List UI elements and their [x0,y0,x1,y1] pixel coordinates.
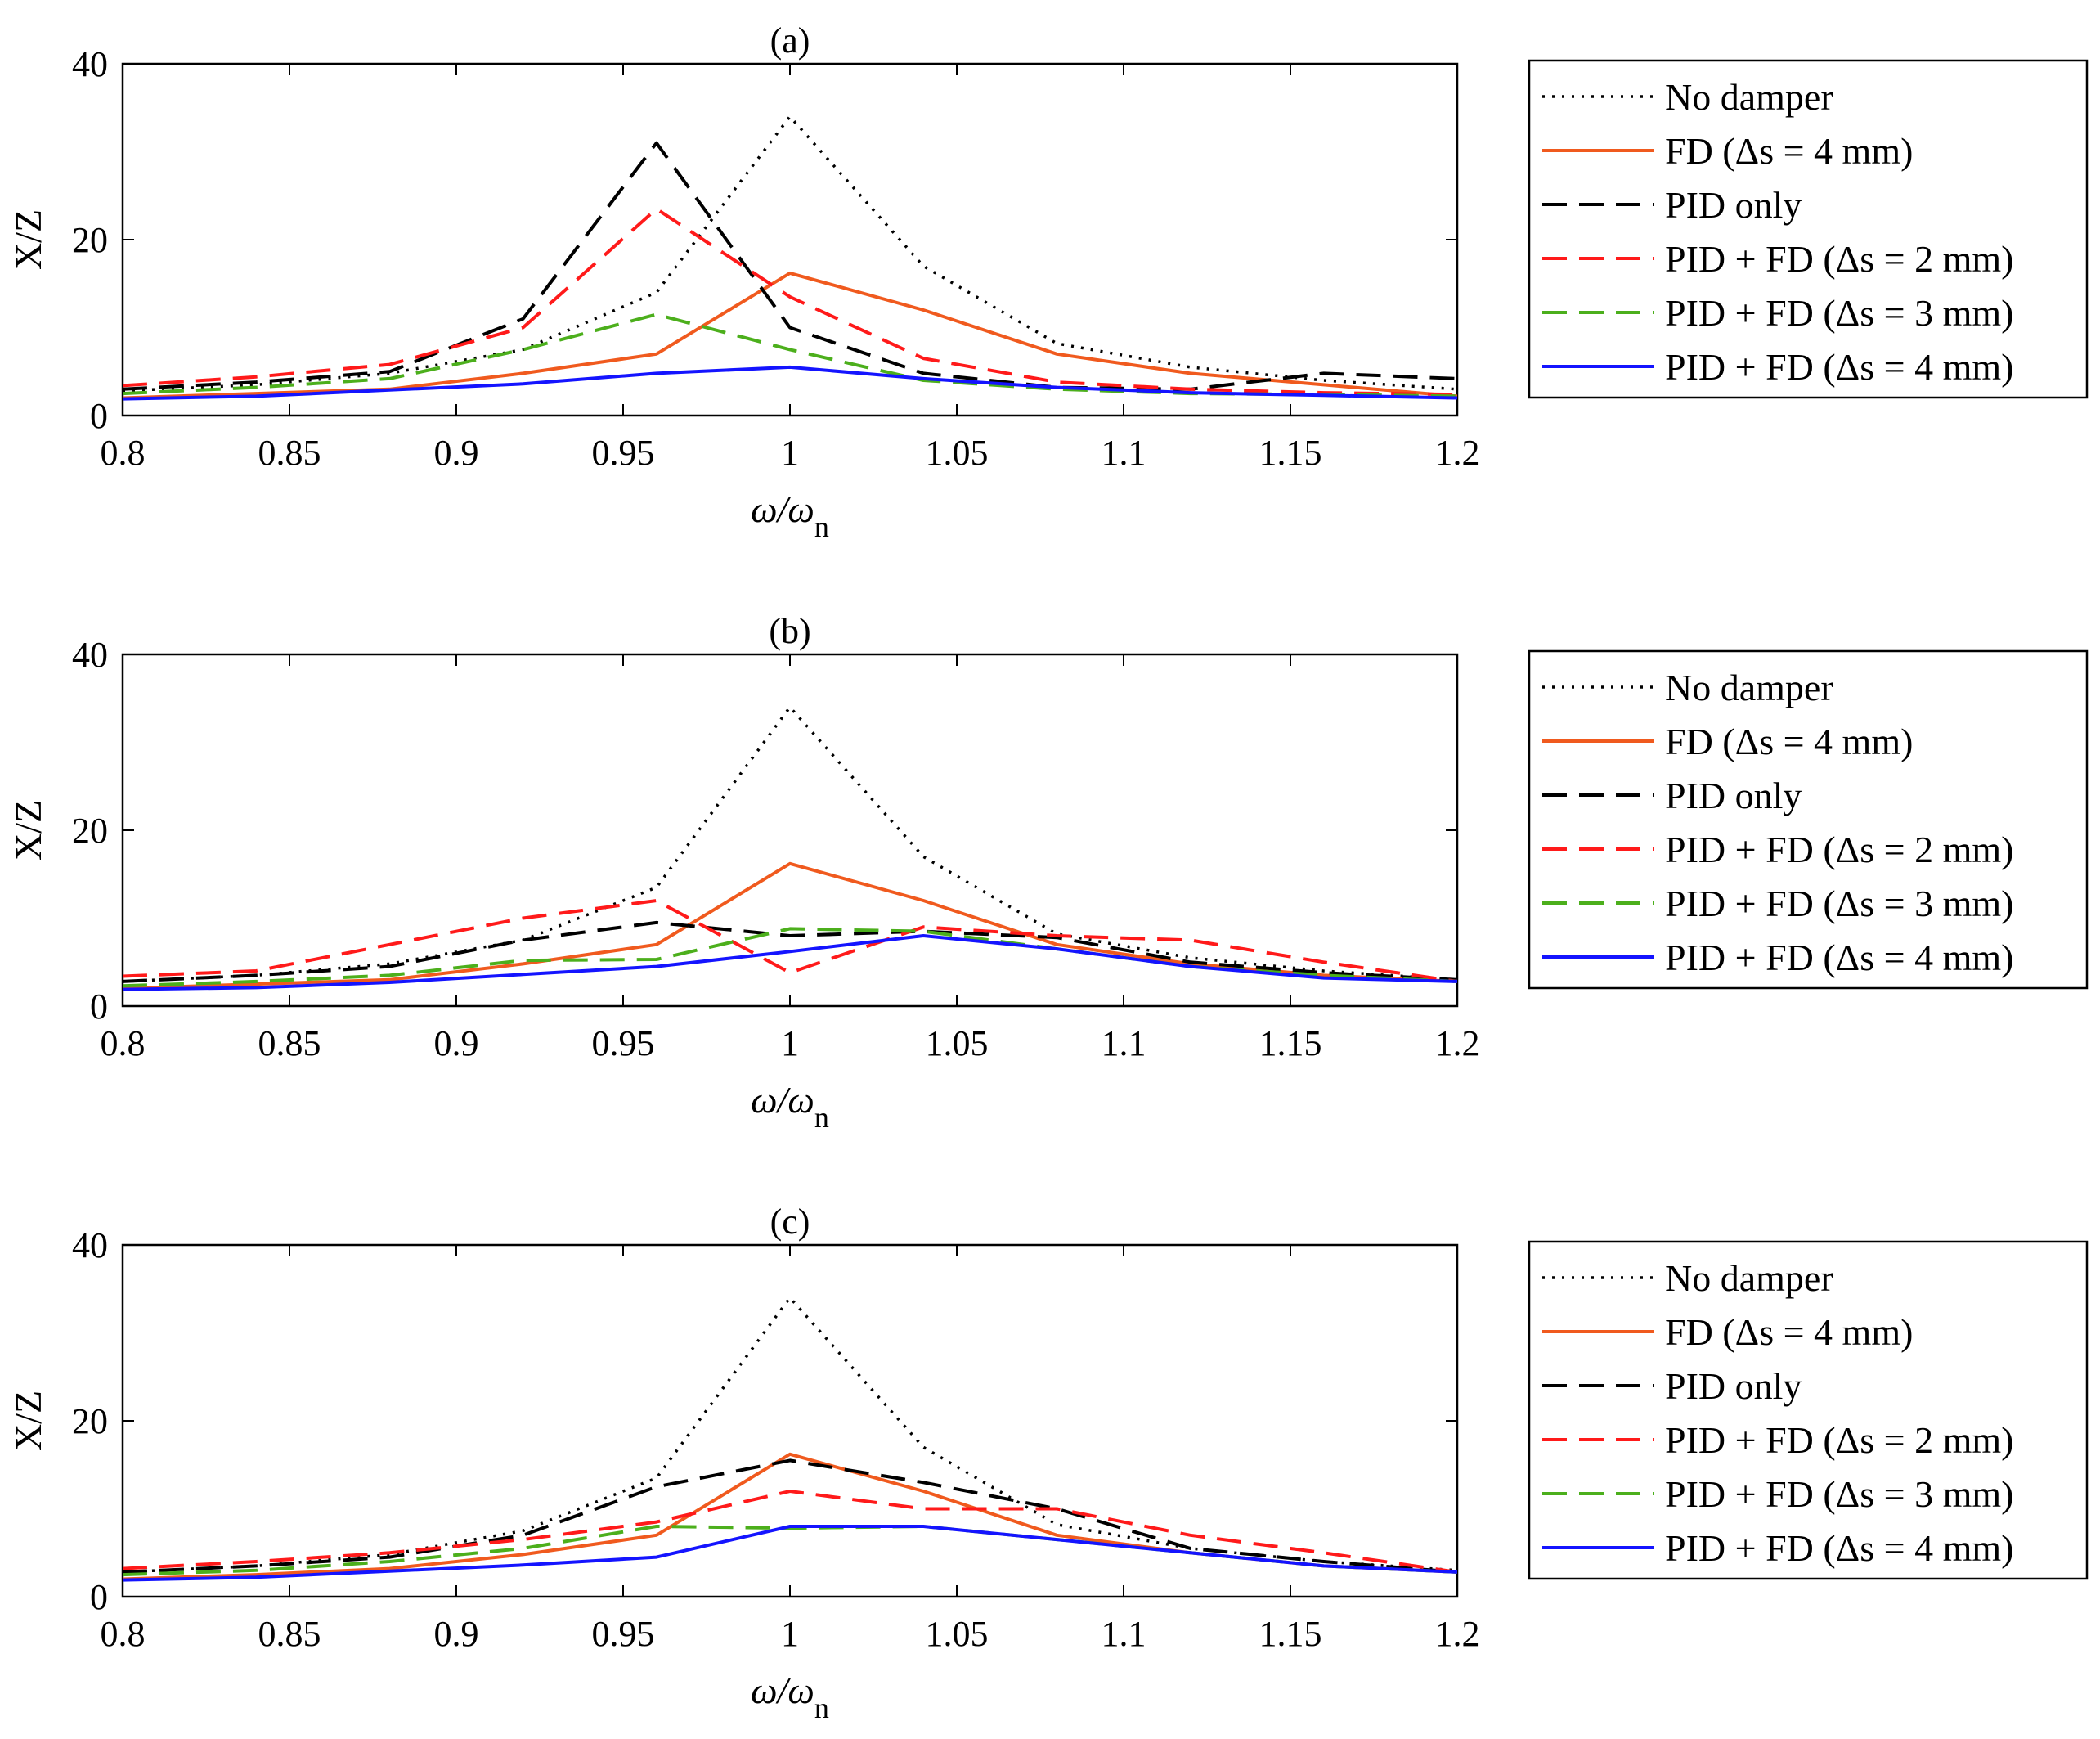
x-tick-label: 0.85 [258,1614,321,1654]
series-line-5 [123,312,1457,398]
legend: No damper FD (Δs = 4 mm) PID only PID + FD … [1528,649,2089,990]
series-line-3 [123,920,1457,983]
series-line-2 [123,861,1457,991]
y-axis-label: X/Z [7,209,49,270]
y-tick-label: 0 [90,986,108,1027]
series-group [123,705,1457,991]
series-group [123,115,1457,401]
x-tick-label: 0.85 [258,1023,321,1063]
x-tick-label: 0.8 [101,433,146,473]
y-axis-label: X/Z [7,800,49,861]
y-tick-label: 20 [72,220,108,260]
x-tick-label: 0.95 [592,433,655,473]
legend-label-2: FD (Δs = 4 mm) [1665,130,1913,172]
x-tick-label: 1.2 [1435,1023,1480,1063]
series-line-3 [123,1458,1457,1574]
x-tick-label: 0.9 [434,1614,479,1654]
x-tick-label: 1.15 [1259,1023,1322,1063]
y-tick-label: 40 [72,44,108,84]
legend-label-5: PID + FD (Δs = 3 mm) [1665,1473,2014,1515]
legend-label-6: PID + FD (Δs = 4 mm) [1665,1527,2014,1569]
x-tick-label: 0.95 [592,1023,655,1063]
legend-label-2: FD (Δs = 4 mm) [1665,1311,1913,1353]
legend-label-2: FD (Δs = 4 mm) [1665,721,1913,762]
legend-label-5: PID + FD (Δs = 3 mm) [1665,292,2014,334]
x-tick-label: 1 [781,1023,799,1063]
x-axis-label: ω/ωn [751,1079,829,1134]
legend-label-5: PID + FD (Δs = 3 mm) [1665,883,2014,924]
series-group [123,1296,1457,1582]
y-tick-label: 40 [72,1225,108,1265]
legend-box [1528,649,2089,990]
series-line-6 [123,934,1457,991]
series-line-2 [123,271,1457,400]
x-tick-label: 0.8 [101,1023,146,1063]
x-tick-label: 1 [781,1614,799,1654]
x-axis-label: ω/ωn [751,1669,829,1724]
series-line-3 [123,141,1457,391]
legend-label-6: PID + FD (Δs = 4 mm) [1665,937,2014,978]
x-axis-label: ω/ωn [751,488,829,543]
panel-2: 0.8 0.85 0.9 0.95 1 1.05 1.1 1.15 1.2 0 20 40 (b) X/Z… [7,611,2089,1134]
x-tick-label: 0.95 [592,1614,655,1654]
series-line-6 [123,1525,1457,1582]
x-tick-label: 0.9 [434,433,479,473]
legend: No damper FD (Δs = 4 mm) PID only PID + FD … [1528,1240,2089,1580]
series-line-1 [123,705,1457,983]
y-axis-label: X/Z [7,1391,49,1451]
plot-frame [121,653,1459,1008]
panel-title: (a) [770,20,810,61]
y-tick-label: 0 [90,396,108,436]
series-line-5 [123,1525,1457,1577]
x-tick-label: 1 [781,433,799,473]
x-tick-label: 1.05 [926,1023,989,1063]
legend-label-6: PID + FD (Δs = 4 mm) [1665,346,2014,388]
legend-label-1: No damper [1665,1257,1833,1299]
x-tick-label: 1.1 [1102,433,1146,473]
panel-3: 0.8 0.85 0.9 0.95 1 1.05 1.1 1.15 1.2 0 20 40 (c) X/Z… [7,1202,2089,1724]
series-line-6 [123,365,1457,401]
legend-label-1: No damper [1665,667,1833,708]
legend-label-4: PID + FD (Δs = 2 mm) [1665,829,2014,870]
x-tick-label: 1.15 [1259,1614,1322,1654]
legend-box [1528,1240,2089,1580]
x-tick-label: 0.8 [101,1614,146,1654]
legend-label-3: PID only [1665,1365,1802,1407]
legend-box [1528,59,2089,399]
legend-label-3: PID only [1665,775,1802,816]
series-line-4 [123,207,1457,397]
legend: No damper FD (Δs = 4 mm) PID only PID + FD … [1528,59,2089,399]
legend-label-4: PID + FD (Δs = 2 mm) [1665,1419,2014,1461]
series-line-4 [123,899,1457,983]
legend-label-1: No damper [1665,76,1833,118]
x-tick-label: 1.05 [926,1614,989,1654]
x-tick-label: 1.1 [1102,1023,1146,1063]
panel-title: (b) [769,611,810,651]
x-tick-label: 1.1 [1102,1614,1146,1654]
y-tick-label: 40 [72,635,108,675]
x-tick-label: 0.85 [258,433,321,473]
y-tick-label: 20 [72,811,108,851]
plot-frame [121,62,1459,417]
panel-title: (c) [770,1202,810,1242]
series-line-4 [123,1490,1457,1574]
legend-label-4: PID + FD (Δs = 2 mm) [1665,238,2014,280]
y-tick-label: 0 [90,1577,108,1617]
panel-1: 0.8 0.85 0.9 0.95 1 1.05 1.1 1.15 1.2 0 20 40 (a) X/Z… [7,20,2089,543]
x-tick-label: 0.9 [434,1023,479,1063]
x-tick-label: 1.15 [1259,433,1322,473]
x-tick-label: 1.2 [1435,1614,1480,1654]
x-tick-label: 1.05 [926,433,989,473]
y-tick-label: 20 [72,1401,108,1441]
x-tick-label: 1.2 [1435,433,1480,473]
legend-label-3: PID only [1665,184,1802,226]
series-line-1 [123,1296,1457,1574]
